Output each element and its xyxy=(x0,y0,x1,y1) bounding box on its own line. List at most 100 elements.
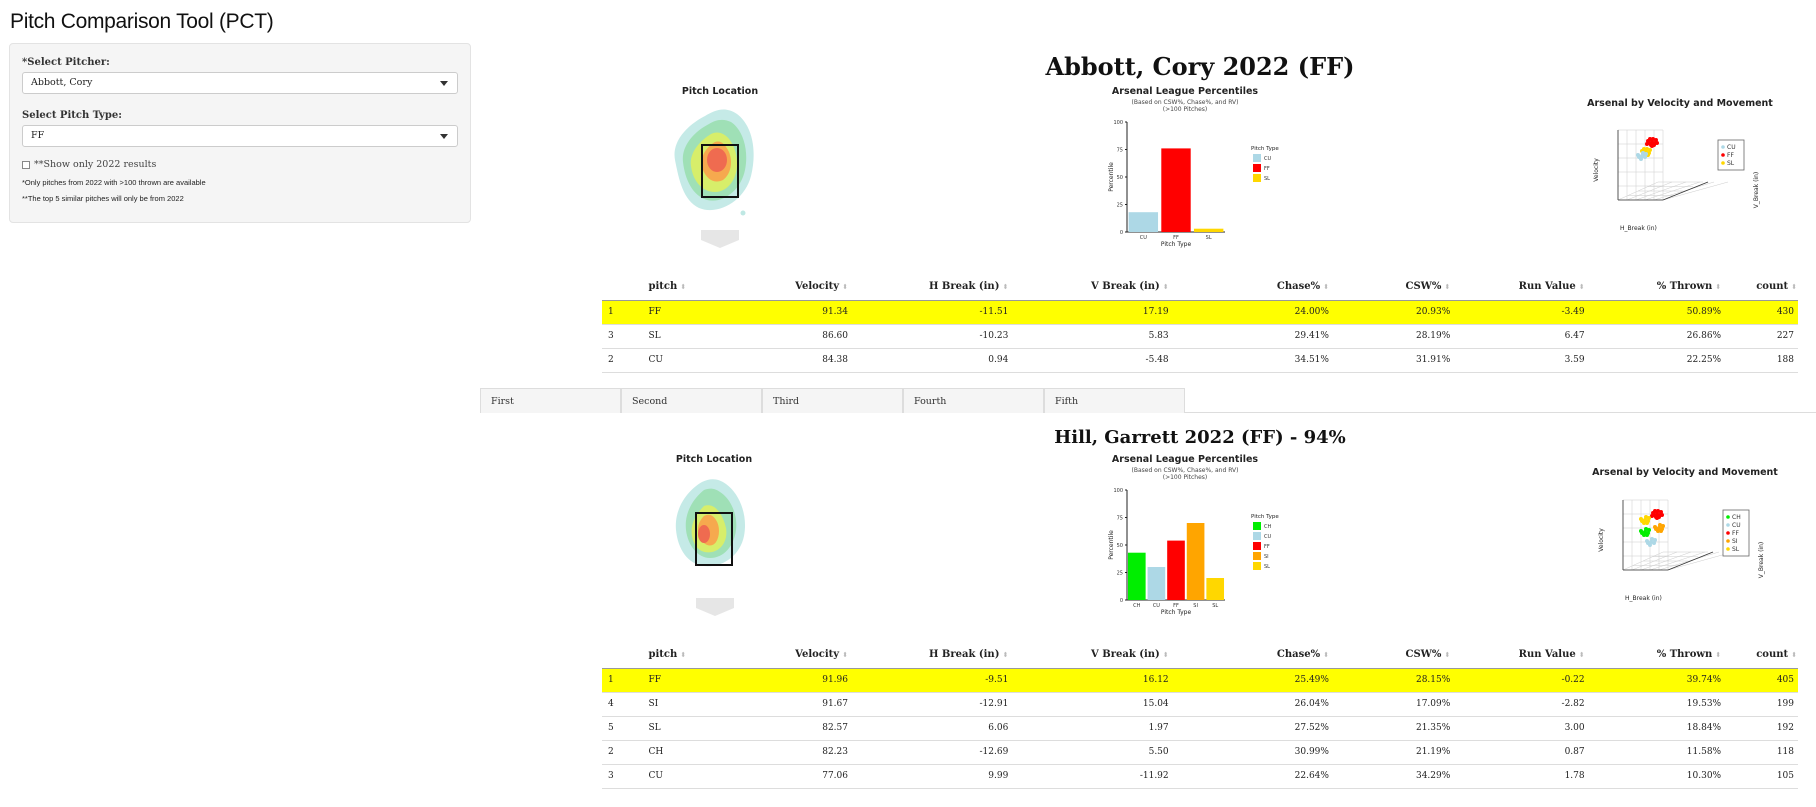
scatter-point-sl xyxy=(1645,521,1649,525)
cell-thrown: 10.30% xyxy=(1585,764,1723,789)
cell-velocity: 82.23 xyxy=(740,740,849,765)
table-row[interactable]: 2 CU 84.38 0.94 -5.48 34.51% 31.91% 3.59 22.25% 1… xyxy=(602,348,1798,373)
sort-icon[interactable]: ⬍ xyxy=(1715,649,1722,659)
show-2022-toggle[interactable]: **Show only 2022 results xyxy=(22,159,458,170)
column-header-pitch[interactable]: pitch ⬍ xyxy=(647,273,741,301)
tab-third[interactable]: Third xyxy=(762,388,903,413)
cell-vbreak: 5.50 xyxy=(1009,740,1170,765)
sort-icon[interactable]: ⬍ xyxy=(1578,649,1585,659)
cell-rv: -3.49 xyxy=(1451,300,1586,325)
row-index: 3 xyxy=(602,324,648,349)
cell-pitch: CH xyxy=(647,740,741,765)
column-header-count[interactable]: count ⬍ xyxy=(1722,273,1798,301)
table-row[interactable]: 3 SL 86.60 -10.23 5.83 29.41% 28.19% 6.47 26.86%… xyxy=(602,324,1798,349)
table-row[interactable]: 5 SL 82.57 6.06 1.97 27.52% 21.35% 3.00 18.84% 19… xyxy=(602,716,1798,741)
pitch-type-select[interactable]: FF xyxy=(22,125,458,147)
sort-icon[interactable]: ⬍ xyxy=(842,649,848,659)
sort-icon[interactable]: ⬍ xyxy=(680,281,687,291)
column-header-v-break-in[interactable]: V Break (in) ⬍ xyxy=(1009,641,1170,669)
show-2022-checkbox[interactable] xyxy=(22,160,30,169)
x-tick-label: FF xyxy=(1173,235,1179,241)
sort-icon[interactable]: ⬍ xyxy=(1323,649,1329,659)
y-tick-label: 75 xyxy=(1117,148,1123,154)
sort-icon[interactable]: ⬍ xyxy=(1323,281,1329,291)
cell-count: 227 xyxy=(1722,324,1798,349)
legend-label: CH xyxy=(1264,524,1271,530)
sort-icon[interactable]: ⬍ xyxy=(1444,281,1451,291)
cell-count: 405 xyxy=(1722,668,1798,693)
scatter-point-si xyxy=(1656,529,1660,533)
column-header--thrown[interactable]: % Thrown ⬍ xyxy=(1585,641,1723,669)
legend-label: CU xyxy=(1727,144,1736,151)
cell-hbreak: 6.06 xyxy=(848,716,1010,741)
cell-csw: 28.19% xyxy=(1329,324,1452,349)
cell-csw: 17.09% xyxy=(1329,692,1452,717)
cell-vbreak: 15.04 xyxy=(1009,692,1170,717)
legend-label: SL xyxy=(1264,176,1270,182)
column-header-count[interactable]: count ⬍ xyxy=(1722,641,1798,669)
tab-fourth[interactable]: Fourth xyxy=(903,388,1044,413)
cell-csw: 21.19% xyxy=(1329,740,1452,765)
column-header-pitch[interactable]: pitch ⬍ xyxy=(647,641,741,669)
y-tick-label: 100 xyxy=(1113,488,1123,494)
cell-chase: 34.51% xyxy=(1169,348,1330,373)
sort-icon[interactable]: ⬍ xyxy=(1578,281,1585,291)
pitch-table: pitch ⬍ Velocity ⬍ H Break (in) ⬍ V Break (in)… xyxy=(602,273,1798,373)
legend-title: Pitch Type xyxy=(1251,514,1279,520)
table-row[interactable]: 3 CU 77.06 9.99 -11.92 22.64% 34.29% 1.78 10.30%… xyxy=(602,764,1798,789)
bar-cu xyxy=(1128,212,1159,232)
sort-icon[interactable]: ⬍ xyxy=(1002,281,1009,291)
sort-icon[interactable]: ⬍ xyxy=(1162,649,1169,659)
cell-thrown: 50.89% xyxy=(1585,300,1723,325)
row-index: 1 xyxy=(602,668,648,693)
sort-icon[interactable]: ⬍ xyxy=(1162,281,1169,291)
cell-rv: 1.78 xyxy=(1451,764,1586,789)
legend-swatch xyxy=(1253,174,1261,182)
column-header-label: H Break (in) xyxy=(929,280,1000,292)
chevron-down-icon xyxy=(440,134,448,139)
cell-count: 192 xyxy=(1722,716,1798,741)
column-header-v-break-in[interactable]: V Break (in) ⬍ xyxy=(1009,273,1170,301)
column-header-run-value[interactable]: Run Value ⬍ xyxy=(1451,273,1586,301)
legend-label: SL xyxy=(1264,564,1270,570)
sort-icon[interactable]: ⬍ xyxy=(1715,281,1722,291)
bar-ch xyxy=(1127,552,1146,600)
column-header-velocity[interactable]: Velocity ⬍ xyxy=(740,273,849,301)
column-header--thrown[interactable]: % Thrown ⬍ xyxy=(1585,273,1723,301)
scatter-point-sl xyxy=(1648,148,1652,152)
scatter-point-ff xyxy=(1645,142,1649,146)
column-header-chase[interactable]: Chase% ⬍ xyxy=(1169,641,1330,669)
row-index: 3 xyxy=(602,764,648,789)
cell-pitch: FF xyxy=(647,300,741,325)
column-header-csw[interactable]: CSW% ⬍ xyxy=(1329,273,1452,301)
legend-label: FF xyxy=(1264,166,1270,172)
column-header-chase[interactable]: Chase% ⬍ xyxy=(1169,273,1330,301)
percentile-bar-chart: 0 25 50 75 100 CH CU FF SI SL Pitch Type Percentile… xyxy=(1108,488,1279,616)
sort-icon[interactable]: ⬍ xyxy=(842,281,848,291)
table-row[interactable]: 1 FF 91.96 -9.51 16.12 25.49% 28.15% -0.22 39.74… xyxy=(602,668,1798,693)
table-row[interactable]: 1 FF 91.34 -11.51 17.19 24.00% 20.93% -3.49 50.8… xyxy=(602,300,1798,325)
table-row[interactable]: 4 SI 91.67 -12.91 15.04 26.04% 17.09% -2.82 19.5… xyxy=(602,692,1798,717)
table-row[interactable]: 2 CH 82.23 -12.69 5.50 30.99% 21.19% 0.87 11.58%… xyxy=(602,740,1798,765)
pitcher-select[interactable]: Abbott, Cory xyxy=(22,72,458,94)
tab-second[interactable]: Second xyxy=(621,388,762,413)
column-header-run-value[interactable]: Run Value ⬍ xyxy=(1451,641,1586,669)
y-axis-label: Velocity xyxy=(1593,158,1600,182)
column-header-label: count xyxy=(1756,280,1789,292)
cell-vbreak: 5.83 xyxy=(1009,324,1170,349)
movement-title: Arsenal by Velocity and Movement xyxy=(1587,98,1773,109)
column-header-csw[interactable]: CSW% ⬍ xyxy=(1329,641,1452,669)
sort-icon[interactable]: ⬍ xyxy=(1791,281,1797,291)
column-header-h-break-in[interactable]: H Break (in) ⬍ xyxy=(848,273,1010,301)
sort-icon[interactable]: ⬍ xyxy=(680,649,687,659)
cell-velocity: 91.34 xyxy=(740,300,849,325)
tab-first[interactable]: First xyxy=(480,388,621,413)
tab-fifth[interactable]: Fifth xyxy=(1044,388,1185,413)
sort-icon[interactable]: ⬍ xyxy=(1791,649,1797,659)
column-header-h-break-in[interactable]: H Break (in) ⬍ xyxy=(848,641,1010,669)
cell-hbreak: 9.99 xyxy=(848,764,1010,789)
column-header-velocity[interactable]: Velocity ⬍ xyxy=(740,641,849,669)
sort-icon[interactable]: ⬍ xyxy=(1002,649,1009,659)
cell-csw: 34.29% xyxy=(1329,764,1452,789)
sort-icon[interactable]: ⬍ xyxy=(1444,649,1451,659)
